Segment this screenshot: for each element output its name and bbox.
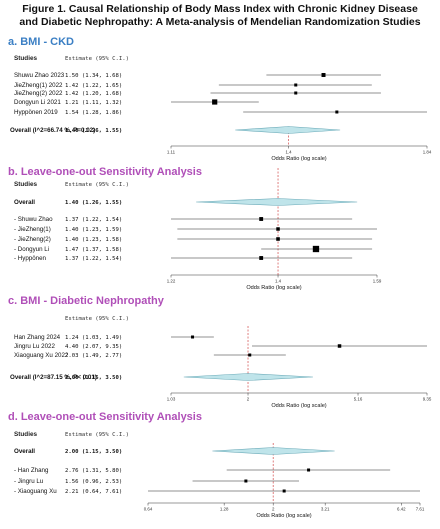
x-tick-label: 1.11 (167, 150, 176, 155)
study-label: Xiaoguang Xu 2022 (14, 352, 69, 359)
overall-estimate: 2.00 (1.15, 3.50) (65, 449, 122, 455)
overall-diamond (212, 447, 335, 455)
figure-title-line-1: Figure 1. Causal Relationship of Body Ma… (22, 3, 418, 15)
panel-a-bmi-ckd: a. BMI - CKD Studies Estimate (95% C.I.) Sh… (8, 36, 432, 162)
study-label: - Han Zhang (14, 467, 49, 474)
study-estimate: 1.42 (1.22, 1.65) (65, 83, 122, 89)
point-estimate-marker (312, 245, 320, 253)
column-header-estimate: Estimate (95% C.I.) (65, 316, 129, 322)
point-estimate-marker (244, 479, 248, 483)
point-estimate-marker (248, 353, 252, 357)
study-estimate: 1.37 (1.22, 1.54) (65, 217, 122, 223)
overall-estimate: 1.40 (1.26, 1.55) (65, 200, 122, 206)
study-label: - Shuwu Zhao (14, 216, 53, 223)
study-label: - JieZheng(2) (14, 236, 51, 243)
panel-c-bmi-diabetic-nephropathy: c. BMI - Diabetic Nephropathy Estimate (9… (8, 295, 432, 409)
study-label: Dongyun Li 2021 (14, 99, 61, 106)
x-tick-label: 6.42 (397, 507, 406, 512)
point-estimate-marker (191, 335, 195, 339)
study-label: Shuwu Zhao 2023 (14, 72, 65, 79)
x-axis-label: Odds Ratio (log scale) (246, 285, 301, 291)
point-estimate-marker (259, 217, 264, 221)
study-estimate: 1.24 (1.03, 1.49) (65, 335, 122, 341)
overall-label: Overall (I^2=66.74 %, P=0.02) (10, 127, 95, 134)
column-header-estimate: Estimate (95% C.I.) (65, 56, 129, 62)
point-estimate-marker (335, 110, 339, 114)
x-tick-label: 1.4 (275, 279, 282, 284)
column-header-studies: Studies (14, 431, 38, 438)
column-header-studies: Studies (14, 55, 38, 62)
column-header-studies: Studies (14, 181, 38, 188)
overall-diamond (183, 373, 313, 381)
x-axis-label: Odds Ratio (log scale) (256, 513, 311, 519)
section-label: c. BMI - Diabetic Nephropathy (8, 295, 165, 307)
study-estimate: 1.47 (1.37, 1.58) (65, 247, 122, 253)
point-estimate-marker (259, 256, 264, 260)
section-label: a. BMI - CKD (8, 36, 74, 48)
x-tick-label: 5.16 (354, 397, 363, 402)
overall-diamond (235, 126, 341, 134)
study-estimate: 1.42 (1.20, 1.68) (65, 91, 122, 97)
x-tick-label: 1.22 (167, 279, 176, 284)
study-estimate: 1.21 (1.11, 1.32) (65, 100, 122, 106)
point-estimate-marker (282, 489, 286, 493)
x-tick-label: 9.35 (423, 397, 432, 402)
overall-label: Overall (14, 199, 35, 206)
x-tick-label: 0.64 (144, 507, 153, 512)
overall-estimate: 2.00 (1.15, 3.50) (65, 375, 122, 381)
study-estimate: 1.37 (1.22, 1.54) (65, 256, 122, 262)
overall-diamond (196, 198, 358, 206)
column-header-estimate: Estimate (95% C.I.) (65, 182, 129, 188)
study-label: Han Zhang 2024 (14, 334, 61, 341)
x-tick-label: 1.84 (423, 150, 432, 155)
study-estimate: 2.03 (1.49, 2.77) (65, 353, 122, 359)
study-estimate: 2.21 (0.64, 7.61) (65, 489, 122, 495)
study-label: JieZheng(1) 2022 (14, 82, 63, 89)
point-estimate-marker (212, 99, 218, 105)
section-label: b. Leave-one-out Sensitivity Analysis (8, 166, 202, 178)
study-estimate: 1.56 (0.96, 2.53) (65, 479, 122, 485)
x-tick-label: 2 (247, 397, 250, 402)
study-label: - Dongyun Li (14, 246, 49, 253)
study-label: JieZheng(2) 2022 (14, 90, 63, 97)
x-axis-label: Odds Ratio (log scale) (271, 403, 326, 409)
figure-title-line-2: and Diabetic Nephropathy: A Meta-analysi… (19, 16, 420, 28)
study-estimate: 1.54 (1.28, 1.86) (65, 110, 122, 116)
panel-d-leave-one-out: d. Leave-one-out Sensitivity Analysis Stu… (8, 411, 425, 519)
overall-label: Overall (I^2=87.15 %, P< 0.01) (10, 374, 97, 381)
study-label: - Hyppönen (14, 255, 47, 262)
point-estimate-marker (307, 468, 311, 472)
overall-estimate: 1.40 (1.26, 1.55) (65, 128, 122, 134)
point-estimate-marker (294, 91, 298, 95)
x-tick-label: 3.21 (321, 507, 330, 512)
x-tick-label: 1.59 (373, 279, 382, 284)
x-tick-label: 1.28 (220, 507, 229, 512)
study-estimate: 2.76 (1.31, 5.80) (65, 468, 122, 474)
x-tick-label: 2 (272, 507, 275, 512)
study-estimate: 1.50 (1.34, 1.68) (65, 73, 122, 79)
study-estimate: 1.40 (1.23, 1.59) (65, 227, 122, 233)
point-estimate-marker (276, 227, 280, 231)
study-label: Jingru Lu 2022 (14, 343, 55, 350)
point-estimate-marker (321, 73, 326, 77)
point-estimate-marker (294, 83, 298, 87)
x-tick-label: 7.61 (416, 507, 425, 512)
column-header-estimate: Estimate (95% C.I.) (65, 432, 129, 438)
study-estimate: 1.40 (1.23, 1.58) (65, 237, 122, 243)
point-estimate-marker (337, 344, 342, 348)
x-axis-label: Odds Ratio (log scale) (271, 156, 326, 162)
study-estimate: 4.40 (2.07, 9.35) (65, 344, 122, 350)
point-estimate-marker (276, 237, 280, 241)
x-tick-label: 1.4 (286, 150, 293, 155)
study-label: - Xiaoguang Xu (14, 488, 57, 495)
study-label: - Jingru Lu (14, 478, 44, 485)
overall-label: Overall (14, 448, 35, 455)
study-label: Hyppönen 2019 (14, 109, 58, 116)
x-tick-label: 1.03 (167, 397, 176, 402)
study-label: - JieZheng(1) (14, 226, 51, 233)
section-label: d. Leave-one-out Sensitivity Analysis (8, 411, 202, 423)
panel-b-leave-one-out: b. Leave-one-out Sensitivity Analysis Stu… (8, 166, 382, 291)
